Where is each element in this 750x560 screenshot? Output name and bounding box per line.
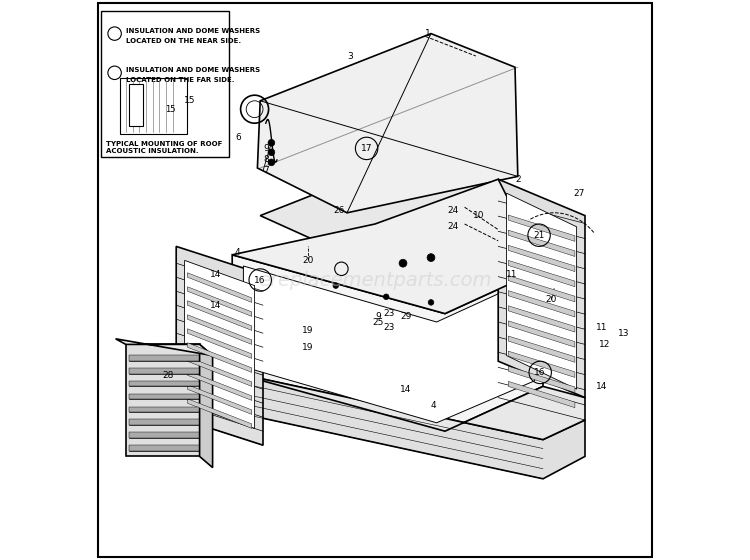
Circle shape bbox=[383, 294, 389, 300]
Polygon shape bbox=[509, 351, 575, 377]
Polygon shape bbox=[509, 321, 575, 347]
Text: 29: 29 bbox=[400, 312, 412, 321]
Text: LOCATED ON THE NEAR SIDE.: LOCATED ON THE NEAR SIDE. bbox=[126, 38, 241, 44]
Polygon shape bbox=[188, 343, 252, 372]
Text: 20: 20 bbox=[546, 295, 557, 304]
Text: 21: 21 bbox=[533, 231, 544, 240]
Polygon shape bbox=[506, 193, 577, 389]
Text: 15: 15 bbox=[165, 105, 176, 114]
Polygon shape bbox=[232, 255, 543, 431]
Polygon shape bbox=[128, 394, 199, 399]
Polygon shape bbox=[232, 179, 543, 314]
Polygon shape bbox=[120, 78, 188, 134]
Text: 10: 10 bbox=[472, 211, 484, 220]
Text: 4: 4 bbox=[431, 402, 436, 410]
Text: 15: 15 bbox=[184, 96, 196, 105]
Text: 14: 14 bbox=[596, 382, 608, 391]
Polygon shape bbox=[509, 215, 575, 241]
Text: 11: 11 bbox=[596, 323, 608, 332]
Polygon shape bbox=[128, 355, 199, 361]
Polygon shape bbox=[257, 34, 518, 213]
Text: 25: 25 bbox=[372, 318, 383, 326]
Text: 16: 16 bbox=[254, 276, 266, 284]
Text: 28: 28 bbox=[162, 371, 173, 380]
Polygon shape bbox=[188, 301, 252, 330]
Polygon shape bbox=[509, 245, 575, 272]
Text: 7: 7 bbox=[263, 166, 268, 175]
Text: 20: 20 bbox=[302, 256, 313, 265]
Polygon shape bbox=[128, 84, 142, 126]
Text: 26: 26 bbox=[333, 206, 344, 214]
Text: 9: 9 bbox=[375, 312, 381, 321]
Text: 4: 4 bbox=[235, 248, 241, 256]
Text: TYPICAL MOUNTING OF ROOF
ACOUSTIC INSULATION.: TYPICAL MOUNTING OF ROOF ACOUSTIC INSULA… bbox=[106, 141, 223, 154]
Text: 17: 17 bbox=[361, 144, 372, 153]
Text: 3: 3 bbox=[347, 52, 352, 60]
Polygon shape bbox=[244, 266, 535, 423]
Circle shape bbox=[268, 149, 274, 156]
Polygon shape bbox=[260, 148, 518, 255]
Text: 2: 2 bbox=[515, 175, 520, 184]
Text: ereplacementparts.com: ereplacementparts.com bbox=[258, 270, 492, 290]
Text: 9: 9 bbox=[263, 144, 268, 153]
Text: INSULATION AND DOME WASHERS: INSULATION AND DOME WASHERS bbox=[126, 28, 260, 34]
Circle shape bbox=[333, 283, 338, 288]
Polygon shape bbox=[509, 276, 575, 302]
Polygon shape bbox=[188, 371, 252, 400]
Polygon shape bbox=[184, 260, 254, 428]
Text: 24: 24 bbox=[448, 206, 459, 214]
Polygon shape bbox=[188, 399, 252, 428]
Polygon shape bbox=[116, 339, 212, 356]
Circle shape bbox=[268, 139, 274, 146]
Circle shape bbox=[428, 300, 433, 305]
Text: 14: 14 bbox=[400, 385, 412, 394]
Polygon shape bbox=[188, 273, 252, 302]
Polygon shape bbox=[188, 329, 252, 358]
Text: 23: 23 bbox=[383, 323, 394, 332]
Polygon shape bbox=[126, 344, 200, 456]
Polygon shape bbox=[128, 445, 199, 451]
Polygon shape bbox=[188, 385, 252, 414]
Polygon shape bbox=[128, 407, 199, 412]
Text: 12: 12 bbox=[599, 340, 610, 349]
Polygon shape bbox=[232, 372, 585, 479]
Text: 8: 8 bbox=[263, 155, 268, 164]
Polygon shape bbox=[509, 306, 575, 332]
Text: 11: 11 bbox=[506, 270, 518, 279]
Polygon shape bbox=[188, 287, 252, 316]
Circle shape bbox=[427, 254, 435, 262]
Polygon shape bbox=[188, 315, 252, 344]
Polygon shape bbox=[200, 344, 212, 468]
Polygon shape bbox=[128, 368, 199, 374]
Text: 19: 19 bbox=[302, 343, 313, 352]
Text: 6: 6 bbox=[235, 133, 241, 142]
Text: INSULATION AND DOME WASHERS: INSULATION AND DOME WASHERS bbox=[126, 67, 260, 73]
Polygon shape bbox=[232, 372, 585, 440]
Polygon shape bbox=[509, 366, 575, 393]
Text: 24: 24 bbox=[448, 222, 459, 231]
Polygon shape bbox=[509, 230, 575, 256]
Text: 19: 19 bbox=[302, 326, 313, 335]
Polygon shape bbox=[498, 179, 585, 398]
Text: 23: 23 bbox=[383, 309, 394, 318]
Polygon shape bbox=[509, 336, 575, 362]
Polygon shape bbox=[188, 357, 252, 386]
Polygon shape bbox=[509, 291, 575, 317]
Text: LOCATED ON THE FAR SIDE.: LOCATED ON THE FAR SIDE. bbox=[126, 77, 234, 83]
Text: 14: 14 bbox=[210, 270, 221, 279]
Polygon shape bbox=[128, 432, 199, 438]
Text: 1: 1 bbox=[425, 29, 431, 38]
Polygon shape bbox=[176, 246, 263, 445]
Text: 14: 14 bbox=[210, 301, 221, 310]
Polygon shape bbox=[509, 381, 575, 408]
Polygon shape bbox=[128, 419, 199, 425]
Circle shape bbox=[268, 159, 274, 166]
Text: 27: 27 bbox=[574, 189, 585, 198]
Text: 13: 13 bbox=[619, 329, 630, 338]
Polygon shape bbox=[509, 260, 575, 287]
Circle shape bbox=[399, 259, 407, 267]
Bar bbox=[100, 11, 230, 157]
Text: 16: 16 bbox=[535, 368, 546, 377]
Polygon shape bbox=[128, 381, 199, 386]
